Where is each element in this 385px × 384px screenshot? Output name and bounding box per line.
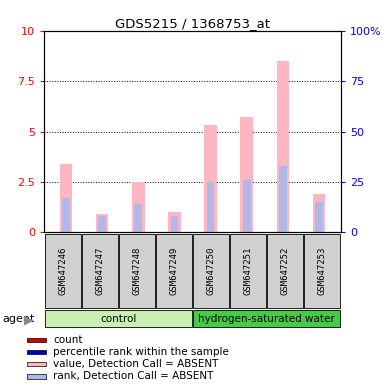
Text: GSM647253: GSM647253 [318,247,327,295]
Bar [45,234,80,308]
Bar [168,212,181,232]
Text: GSM647247: GSM647247 [95,247,104,295]
Text: control: control [100,314,137,324]
Text: hydrogen-saturated water: hydrogen-saturated water [198,314,335,324]
Text: GSM647249: GSM647249 [169,247,179,295]
Bar [193,310,340,327]
Bar [156,234,192,308]
Bar [27,349,46,354]
Bar [276,61,289,232]
Text: rank, Detection Call = ABSENT: rank, Detection Call = ABSENT [53,371,214,381]
Bar [119,234,155,308]
Bar [240,118,253,232]
Text: GSM647252: GSM647252 [281,247,290,295]
Bar [305,234,340,308]
Bar [60,164,72,232]
Bar [171,216,178,232]
Bar [207,182,214,232]
Text: agent: agent [2,314,34,324]
Title: GDS5215 / 1368753_at: GDS5215 / 1368753_at [115,17,270,30]
Bar [82,234,118,308]
Bar [230,234,266,308]
Bar [279,166,287,232]
Bar [315,202,323,232]
Bar [96,214,109,232]
Text: GSM647250: GSM647250 [206,247,216,295]
Text: GSM647248: GSM647248 [132,247,141,295]
Bar [134,204,142,232]
Text: GSM647251: GSM647251 [244,247,253,295]
Text: ▶: ▶ [24,313,33,326]
Bar [27,338,46,342]
Text: value, Detection Call = ABSENT: value, Detection Call = ABSENT [53,359,219,369]
Bar [27,374,46,379]
Bar [313,194,325,232]
Bar [62,198,70,232]
Bar [193,234,229,308]
Bar [98,216,106,232]
Bar [27,362,46,366]
Bar [267,234,303,308]
Bar [204,126,217,232]
Bar [45,310,192,327]
Bar [243,180,251,232]
Text: percentile rank within the sample: percentile rank within the sample [53,347,229,357]
Text: count: count [53,335,83,345]
Text: GSM647246: GSM647246 [58,247,67,295]
Bar [132,182,145,232]
